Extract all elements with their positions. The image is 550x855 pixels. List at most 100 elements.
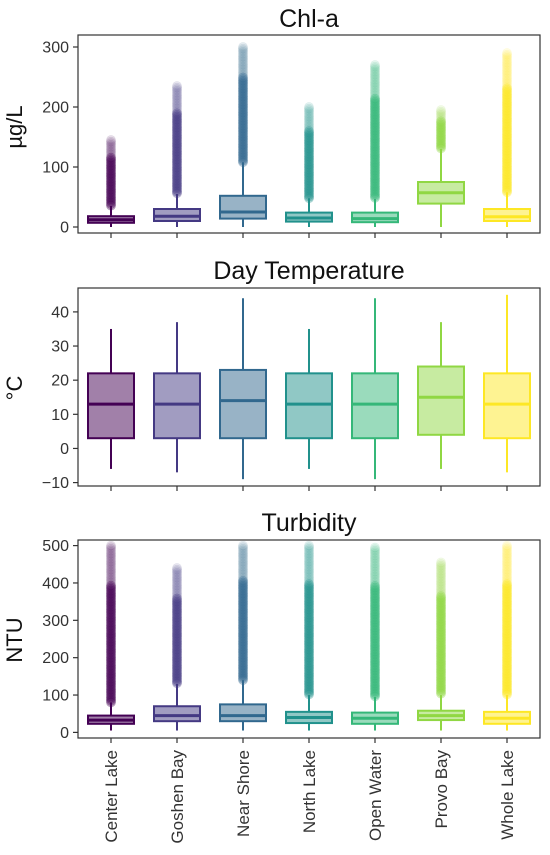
outlier-point (172, 572, 182, 583)
outlier-point (502, 136, 512, 146)
outlier-point (436, 608, 446, 619)
y-tick-label: 300 (42, 40, 69, 57)
outlier-point (304, 628, 314, 639)
outlier-point (370, 188, 380, 198)
outlier-point (370, 685, 380, 695)
outlier-point (238, 114, 248, 124)
outlier-point (304, 660, 314, 671)
outlier-point (436, 578, 446, 589)
outlier-point (370, 638, 380, 649)
outlier-point (502, 652, 512, 663)
outlier-point (370, 581, 380, 591)
outlier-point (106, 614, 116, 625)
outlier-point (106, 673, 116, 684)
outlier-point (106, 146, 116, 157)
outlier-point (370, 614, 380, 625)
y-axis-label: NTU (2, 617, 27, 662)
outlier-point (304, 124, 314, 135)
outlier-point (106, 154, 116, 165)
outlier-point (172, 580, 182, 591)
outlier-point (304, 657, 314, 668)
outlier-point (106, 590, 116, 601)
outlier-point (304, 575, 314, 586)
plot-frame (77, 34, 541, 234)
outlier-point (370, 180, 380, 190)
outlier-point (238, 566, 248, 577)
outlier-point (370, 595, 380, 606)
outlier-point (370, 124, 380, 134)
outlier-point (304, 585, 314, 596)
outlier-point (502, 625, 512, 636)
outlier-point (370, 569, 380, 580)
box-near-shore (219, 540, 267, 731)
outlier-points (436, 105, 446, 154)
outlier-point (304, 662, 314, 673)
outlier-point (106, 646, 116, 657)
outlier-point (304, 683, 314, 693)
outlier-point (436, 603, 446, 614)
outlier-point (370, 574, 380, 585)
iqr-box (153, 705, 201, 723)
outlier-point (502, 601, 512, 612)
outlier-point (172, 651, 182, 661)
outlier-point (436, 675, 446, 686)
outlier-point (502, 129, 512, 140)
outlier-point (502, 671, 512, 682)
outlier-point (370, 566, 380, 577)
outlier-point (370, 82, 380, 93)
outlier-point (436, 635, 446, 646)
outlier-point (370, 93, 380, 104)
outlier-point (304, 126, 314, 136)
outlier-point (502, 81, 512, 92)
outlier-point (370, 172, 380, 182)
outlier-point (502, 57, 512, 68)
outlier-points (502, 48, 512, 198)
iqr-box (87, 372, 135, 440)
outlier-point (304, 582, 314, 593)
outlier-point (370, 651, 380, 662)
outlier-point (436, 605, 446, 616)
outlier-point (238, 133, 248, 144)
outlier-point (436, 571, 446, 582)
outlier-point (238, 607, 248, 618)
outlier-point (106, 691, 116, 701)
outlier-point (436, 656, 446, 667)
outlier-point (304, 545, 314, 556)
outlier-point (370, 611, 380, 622)
outlier-point (172, 135, 182, 146)
outlier-point (106, 162, 116, 173)
outlier-point (106, 636, 116, 647)
outlier-point (370, 116, 380, 126)
outlier-point (502, 150, 512, 161)
outlier-point (436, 106, 446, 117)
outlier-point (106, 679, 116, 690)
outlier-point (106, 138, 116, 149)
outlier-point (370, 633, 380, 644)
outlier-point (106, 607, 116, 618)
outlier-point (304, 599, 314, 610)
outlier-point (502, 641, 512, 652)
outlier-point (502, 647, 512, 658)
outlier-point (238, 551, 248, 562)
outlier-point (172, 132, 182, 143)
outlier-point (238, 606, 248, 617)
outlier-point (502, 649, 512, 660)
outlier-point (106, 157, 116, 168)
outlier-point (172, 84, 182, 95)
outlier-point (172, 639, 182, 650)
outlier-point (502, 646, 512, 657)
outlier-point (238, 635, 248, 645)
outlier-point (304, 567, 314, 578)
outlier-point (502, 169, 512, 180)
outlier-point (304, 630, 314, 641)
outlier-point (436, 634, 446, 645)
outlier-point (172, 564, 182, 575)
outlier-point (370, 627, 380, 638)
outlier-point (106, 603, 116, 613)
box-open-water (351, 60, 399, 227)
outlier-point (172, 636, 182, 647)
outlier-point (172, 117, 182, 128)
outlier-point (304, 180, 314, 191)
outlier-point (502, 679, 512, 690)
outlier-point (370, 598, 380, 609)
